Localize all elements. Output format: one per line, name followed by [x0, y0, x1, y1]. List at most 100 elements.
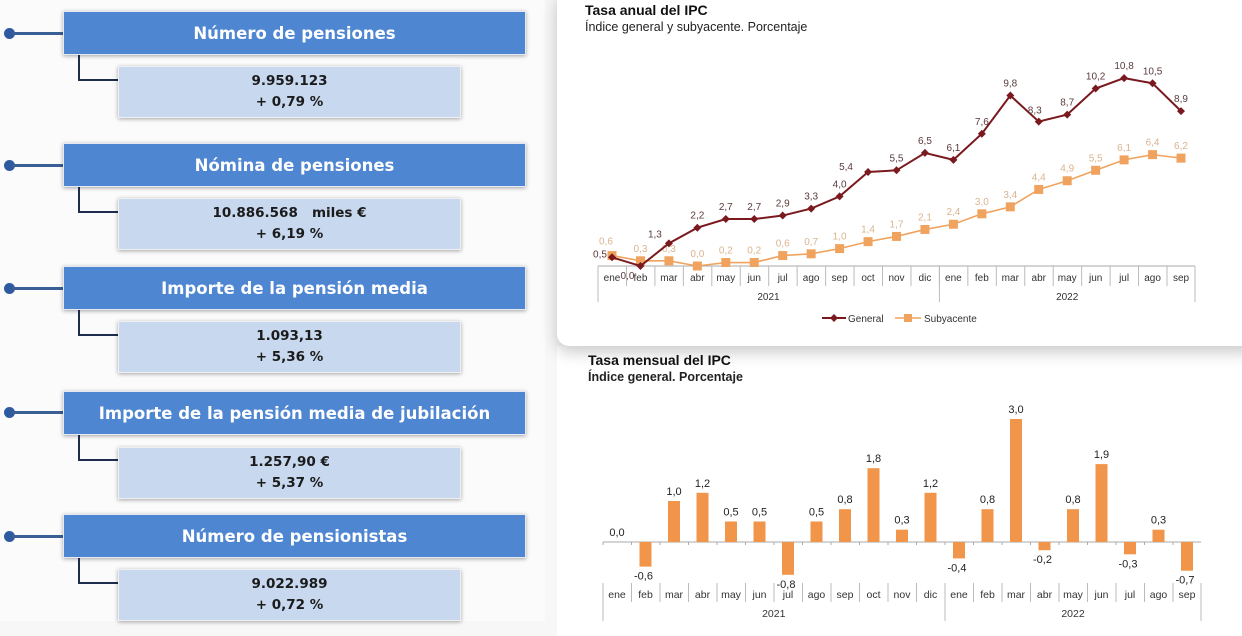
data-label: 8,3: [1028, 106, 1042, 117]
bar: [1038, 542, 1051, 551]
data-marker: [977, 129, 986, 138]
data-label: -0,2: [1033, 554, 1052, 566]
x-tick-label: ene: [608, 589, 626, 601]
data-label: 2,7: [719, 202, 733, 213]
data-label: -0,8: [777, 579, 796, 591]
data-marker: [692, 261, 702, 271]
data-label: 3,4: [1003, 190, 1017, 201]
connector-elbow: [78, 558, 122, 584]
data-marker: [948, 219, 958, 229]
data-marker: [608, 253, 616, 262]
metric-value: 1.257,90 €: [249, 454, 330, 470]
connector-line: [12, 164, 64, 167]
x-tick-label: abr: [690, 273, 705, 284]
data-label: 10,5: [1143, 66, 1163, 77]
metric-title: Importe de la pensión media: [63, 266, 526, 310]
data-marker: [892, 231, 901, 241]
x-tick-label: jun: [1088, 273, 1102, 284]
connector-line: [12, 287, 64, 290]
data-label: 0,2: [719, 246, 733, 257]
data-label: -0,6: [634, 571, 653, 583]
x-tick-label: oct: [866, 589, 880, 601]
bar: [924, 492, 937, 542]
connector-line: [12, 535, 64, 538]
data-label: 10,2: [1086, 72, 1106, 83]
x-tick-label: mar: [660, 273, 678, 284]
data-label: 1,4: [861, 225, 875, 236]
x-tick-label: mar: [665, 589, 684, 601]
metric-value: 9.959.123: [251, 73, 328, 89]
metric-change: + 0,79 %: [255, 94, 324, 110]
metric-title: Número de pensiones: [63, 11, 526, 55]
metric-numero-pensionistas: Número de pensionistas 9.022.989 + 0,72 …: [0, 512, 545, 636]
data-label: 3,0: [975, 197, 989, 208]
metric-change: + 6,19 %: [255, 226, 324, 242]
annual-chart-title: Tasa anual del IPC: [585, 2, 708, 18]
data-marker: [835, 192, 844, 201]
data-label: 0,5: [593, 249, 607, 260]
bar: [867, 468, 880, 542]
data-marker: [635, 256, 645, 266]
data-label: 2,7: [747, 202, 761, 213]
data-label: 6,1: [1117, 143, 1131, 154]
data-label: 1,8: [866, 453, 881, 465]
data-label: 0,8: [1065, 494, 1080, 506]
monthly-cpi-chart-panel: [557, 346, 1242, 636]
data-label: 0,0: [609, 527, 624, 539]
data-marker: [949, 155, 958, 164]
metric-nomina-pensiones: Nómina de pensiones 10.886.568 miles € +…: [0, 140, 545, 264]
data-label: 6,1: [946, 143, 960, 154]
connector-line: [12, 32, 64, 35]
data-marker: [920, 148, 929, 157]
data-marker: [749, 258, 759, 268]
data-label: 0,5: [752, 507, 767, 519]
legend-subyacente-label: Subyacente: [924, 314, 977, 325]
data-label: 10,8: [1114, 61, 1134, 72]
data-label: 3,0: [1008, 404, 1023, 416]
metric-value-box: 9.022.989 + 0,72 %: [118, 569, 461, 621]
data-label: 0,3: [633, 244, 647, 255]
data-marker: [778, 251, 788, 261]
bar: [1095, 464, 1108, 542]
data-label: 5,4: [839, 162, 853, 173]
x-tick-label: oct: [861, 273, 875, 284]
data-label: 0,8: [980, 494, 995, 506]
data-label: 1,9: [1094, 449, 1109, 461]
data-label: 0,0: [620, 271, 634, 282]
x-tick-label: feb: [975, 273, 989, 284]
bar: [753, 521, 766, 542]
data-marker: [1177, 107, 1185, 116]
x-tick-label: jul: [782, 589, 794, 601]
data-label: 1,2: [695, 478, 710, 490]
bar: [1067, 509, 1079, 542]
x-tick-label: ene: [950, 589, 968, 601]
x-tick-label: ene: [945, 273, 962, 284]
data-marker: [1148, 79, 1157, 88]
metric-value: 1.093,13: [256, 328, 323, 344]
data-marker: [1005, 202, 1015, 212]
bar: [1181, 542, 1193, 571]
x-tick-label: abr: [1037, 589, 1053, 601]
x-tick-label: feb: [633, 273, 647, 284]
data-label: 2,4: [946, 207, 960, 218]
connector-line: [12, 411, 64, 414]
data-label: 0,2: [747, 246, 761, 257]
x-tick-label: mar: [1007, 589, 1026, 601]
x-tick-label: jun: [751, 589, 766, 601]
x-tick-label: nov: [888, 273, 904, 284]
x-tick-label: jun: [1093, 589, 1108, 601]
metric-value: 9.022.989: [251, 576, 328, 592]
data-marker: [892, 166, 901, 175]
bar: [810, 521, 823, 542]
pension-metrics-panel: Número de pensiones 9.959.123 + 0,79 % N…: [0, 0, 545, 621]
x-tick-label: ago: [803, 273, 820, 284]
data-label: 0,5: [809, 507, 824, 519]
x-tick-label: dic: [919, 273, 932, 284]
data-label: 0,6: [599, 237, 613, 248]
data-label: 0,8: [837, 494, 852, 506]
x-tick-label: feb: [980, 589, 995, 601]
data-marker: [778, 211, 787, 220]
data-label: 0,0: [690, 249, 704, 260]
x-tick-label: ene: [604, 273, 621, 284]
metric-value-box: 9.959.123 + 0,79 %: [118, 66, 461, 118]
